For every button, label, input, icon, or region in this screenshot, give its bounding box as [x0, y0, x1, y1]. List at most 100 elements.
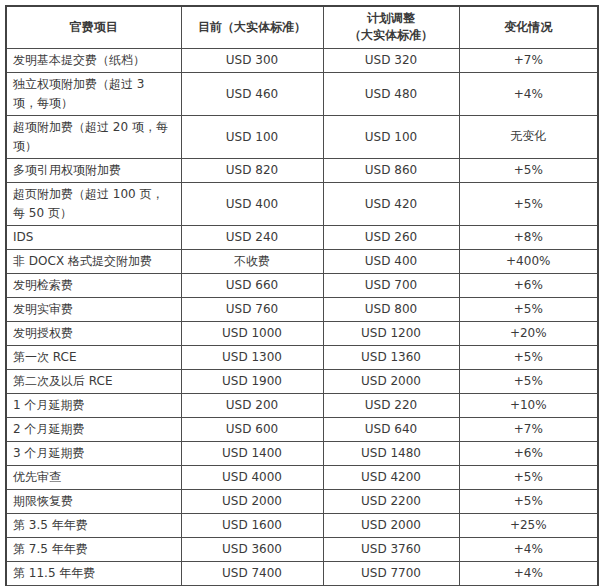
current-fee-cell: USD 400	[181, 182, 323, 225]
planned-fee-cell: USD 4200	[323, 465, 459, 489]
change-cell: +6%	[459, 441, 598, 465]
planned-fee-cell: USD 2200	[323, 489, 459, 513]
fee-item-cell: 发明基本提交费（纸档）	[6, 48, 181, 72]
planned-fee-cell: USD 1360	[323, 345, 459, 369]
fee-item-cell: 第 7.5 年年费	[6, 537, 181, 561]
planned-fee-cell: USD 640	[323, 417, 459, 441]
fee-item-cell: 1 个月延期费	[6, 393, 181, 417]
current-fee-cell: USD 200	[181, 393, 323, 417]
change-cell: +4%	[459, 72, 598, 115]
planned-fee-cell: USD 2000	[323, 369, 459, 393]
fee-item-cell: 非 DOCX 格式提交附加费	[6, 249, 181, 273]
fee-item-cell: 第二次及以后 RCE	[6, 369, 181, 393]
current-fee-cell: 不收费	[181, 249, 323, 273]
table-row: 3 个月延期费 USD 1400 USD 1480 +6%	[6, 441, 598, 465]
fee-item-cell: 发明实审费	[6, 297, 181, 321]
current-fee-cell: USD 240	[181, 225, 323, 249]
current-fee-cell: USD 820	[181, 158, 323, 182]
table-row: 优先审查 USD 4000 USD 4200 +5%	[6, 465, 598, 489]
planned-fee-cell: USD 320	[323, 48, 459, 72]
table-row: 第 7.5 年年费 USD 3600 USD 3760 +4%	[6, 537, 598, 561]
current-fee-cell: USD 1600	[181, 513, 323, 537]
planned-fee-cell: USD 260	[323, 225, 459, 249]
current-fee-cell: USD 600	[181, 417, 323, 441]
fee-item-cell: IDS	[6, 225, 181, 249]
fee-item-cell: 独立权项附加费（超过 3 项，每项）	[6, 72, 181, 115]
table-row: 2 个月延期费 USD 600 USD 640 +7%	[6, 417, 598, 441]
change-cell: 无变化	[459, 115, 598, 158]
fee-item-cell: 2 个月延期费	[6, 417, 181, 441]
change-cell: +5%	[459, 182, 598, 225]
planned-fee-cell: USD 220	[323, 393, 459, 417]
header-change-label: 变化情况	[504, 20, 552, 34]
fee-item-cell: 发明授权费	[6, 321, 181, 345]
change-cell: +6%	[459, 273, 598, 297]
change-cell: +4%	[459, 561, 598, 585]
change-cell: +10%	[459, 393, 598, 417]
change-cell: +4%	[459, 537, 598, 561]
fee-item-cell: 多项引用权项附加费	[6, 158, 181, 182]
header-current-fee-label: 目前（大实体标准）	[198, 20, 306, 34]
table-row: 期限恢复费 USD 2000 USD 2200 +5%	[6, 489, 598, 513]
current-fee-cell: USD 3600	[181, 537, 323, 561]
table-row: 第 3.5 年年费 USD 1600 USD 2000 +25%	[6, 513, 598, 537]
change-cell: +7%	[459, 417, 598, 441]
change-cell: +5%	[459, 345, 598, 369]
planned-fee-cell: USD 7700	[323, 561, 459, 585]
header-fee-item-label: 官费项目	[70, 20, 118, 34]
header-fee-item: 官费项目	[6, 6, 181, 48]
change-cell: +5%	[459, 489, 598, 513]
header-current-fee: 目前（大实体标准）	[181, 6, 323, 48]
change-cell: +5%	[459, 158, 598, 182]
table-row: 发明检索费 USD 660 USD 700 +6%	[6, 273, 598, 297]
current-fee-cell: USD 1300	[181, 345, 323, 369]
table-row: 第 11.5 年年费 USD 7400 USD 7700 +4%	[6, 561, 598, 585]
table-row: 第一次 RCE USD 1300 USD 1360 +5%	[6, 345, 598, 369]
fee-item-cell: 超页附加费（超过 100 页，每 50 页）	[6, 182, 181, 225]
table-row: 超页附加费（超过 100 页，每 50 页） USD 400 USD 420 +…	[6, 182, 598, 225]
fee-item-cell: 第 3.5 年年费	[6, 513, 181, 537]
current-fee-cell: USD 7400	[181, 561, 323, 585]
fee-item-cell: 发明检索费	[6, 273, 181, 297]
table-header-row: 官费项目 目前（大实体标准） 计划调整 （大实体标准） 变化情况	[6, 6, 598, 48]
table-row: 发明实审费 USD 760 USD 800 +5%	[6, 297, 598, 321]
table-row: 第二次及以后 RCE USD 1900 USD 2000 +5%	[6, 369, 598, 393]
current-fee-cell: USD 100	[181, 115, 323, 158]
fee-item-cell: 期限恢复费	[6, 489, 181, 513]
fee-item-cell: 3 个月延期费	[6, 441, 181, 465]
planned-fee-cell: USD 1200	[323, 321, 459, 345]
planned-fee-cell: USD 3760	[323, 537, 459, 561]
current-fee-cell: USD 1900	[181, 369, 323, 393]
current-fee-cell: USD 1400	[181, 441, 323, 465]
table-row: 发明授权费 USD 1000 USD 1200 +20%	[6, 321, 598, 345]
planned-fee-cell: USD 400	[323, 249, 459, 273]
current-fee-cell: USD 1000	[181, 321, 323, 345]
current-fee-cell: USD 300	[181, 48, 323, 72]
change-cell: +5%	[459, 465, 598, 489]
header-planned-fee-line1: 计划调整	[326, 10, 457, 27]
change-cell: +400%	[459, 249, 598, 273]
header-change: 变化情况	[459, 6, 598, 48]
table-row: 独立权项附加费（超过 3 项，每项） USD 460 USD 480 +4%	[6, 72, 598, 115]
change-cell: +8%	[459, 225, 598, 249]
change-cell: +5%	[459, 369, 598, 393]
table-row: 1 个月延期费 USD 200 USD 220 +10%	[6, 393, 598, 417]
planned-fee-cell: USD 860	[323, 158, 459, 182]
fee-item-cell: 第一次 RCE	[6, 345, 181, 369]
planned-fee-cell: USD 480	[323, 72, 459, 115]
change-cell: +20%	[459, 321, 598, 345]
planned-fee-cell: USD 100	[323, 115, 459, 158]
table-row: IDS USD 240 USD 260 +8%	[6, 225, 598, 249]
planned-fee-cell: USD 2000	[323, 513, 459, 537]
fee-item-cell: 优先审查	[6, 465, 181, 489]
fee-table: 官费项目 目前（大实体标准） 计划调整 （大实体标准） 变化情况 发明基本提交费…	[5, 5, 599, 586]
planned-fee-cell: USD 420	[323, 182, 459, 225]
table-row: 多项引用权项附加费 USD 820 USD 860 +5%	[6, 158, 598, 182]
header-planned-fee: 计划调整 （大实体标准）	[323, 6, 459, 48]
table-row: 超项附加费（超过 20 项，每项） USD 100 USD 100 无变化	[6, 115, 598, 158]
planned-fee-cell: USD 800	[323, 297, 459, 321]
fee-item-cell: 第 11.5 年年费	[6, 561, 181, 585]
current-fee-cell: USD 760	[181, 297, 323, 321]
change-cell: +7%	[459, 48, 598, 72]
table-row: 发明基本提交费（纸档） USD 300 USD 320 +7%	[6, 48, 598, 72]
